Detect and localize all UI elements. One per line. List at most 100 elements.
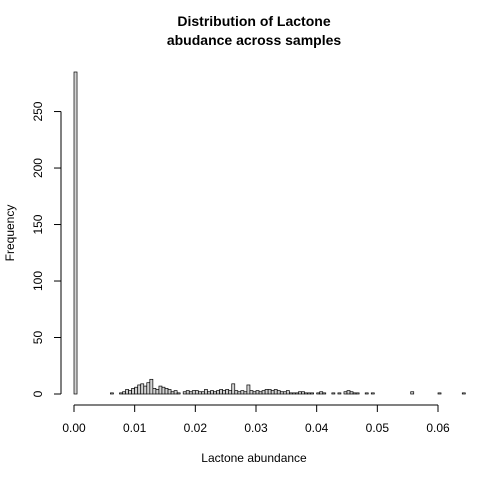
histogram-bar [331,392,336,395]
x-axis: 0.00 0.01 0.02 0.03 0.04 0.05 0.06 [62,404,450,435]
y-axis: 0 50 100 150 200 250 [31,101,62,397]
histogram-bar [273,389,278,395]
histogram-bar [243,391,248,395]
histogram-bar [213,391,217,395]
histogram-bar [149,378,154,395]
histogram-bar [237,391,242,395]
y-tick-label: 250 [31,101,45,121]
histogram-bar [137,384,142,395]
histogram-bar [316,392,321,395]
histogram-bar [170,391,175,395]
histogram-bar [234,390,239,395]
histogram-bar [337,392,342,395]
histogram-bar [246,384,251,395]
histogram-bar [292,392,296,395]
histogram-bar [152,388,157,395]
histogram-bar [252,391,257,395]
histogram-bar [219,389,223,395]
histogram-bar [198,391,202,395]
histogram-bar [343,391,348,395]
histogram-bar [267,389,272,395]
histogram-bar [298,391,302,395]
histogram-bar [285,390,290,395]
histogram-bar [322,392,327,395]
histogram-bar [255,390,260,395]
histogram-bar [201,391,205,395]
histogram-bar [261,390,266,395]
histogram-bar [131,388,136,395]
x-tick-label: 0.02 [184,421,208,435]
histogram-bar [282,391,287,395]
y-tick-label: 50 [31,331,45,345]
histogram-bar [122,391,126,395]
histogram-bar [276,390,281,395]
histogram-bar [146,382,151,395]
histogram-bar [231,383,236,395]
histogram-bar [207,391,211,395]
histogram-bar [301,391,305,395]
histogram-bar [310,392,314,395]
histogram-bar [349,391,354,395]
histogram-bar [161,386,166,395]
histogram-bar [216,390,220,395]
histogram-bar [307,392,311,395]
histogram-bar [173,390,178,395]
histogram-bar [352,392,357,395]
histogram-bar [228,390,233,395]
histogram-bar [140,383,145,395]
histogram-bar [194,390,199,395]
x-tick-label: 0.04 [305,421,329,435]
y-tick-label: 150 [31,214,45,234]
histogram-bar [182,391,187,395]
histogram-bar [346,390,351,395]
histogram-bar [176,392,181,395]
histogram-bar [279,391,284,395]
histogram-bar [128,390,132,395]
histogram-bar [210,390,214,395]
histogram-bar [188,391,193,395]
histogram-bar [249,390,254,395]
histogram-bar [185,390,190,395]
chart-title-line-2: abudance across samples [167,32,342,48]
histogram-bar [437,392,442,395]
histogram-bar [73,71,78,395]
histogram-bar [225,389,230,395]
y-axis-label: Frequency [3,205,17,262]
x-axis-label: Lactone abundance [201,451,307,465]
histogram-bar [119,392,123,395]
histogram-bar [370,392,375,395]
histogram-bar [289,392,293,395]
y-tick-label: 0 [31,390,45,397]
histogram-bar [461,392,466,395]
histogram-bar [364,392,369,395]
x-tick-label: 0.03 [244,421,268,435]
histogram-bar [191,390,196,395]
histogram-bar [240,390,245,395]
histogram-bar [158,385,163,395]
histogram-bar [355,392,360,395]
histogram-bar [264,389,269,395]
histogram-bars [73,71,466,395]
y-tick-label: 100 [31,271,45,291]
x-tick-label: 0.00 [62,421,86,435]
x-tick-label: 0.06 [426,421,450,435]
histogram-bar [304,392,308,395]
histogram-bar [410,391,415,395]
histogram-bar [110,392,114,395]
histogram-bar [319,391,324,395]
histogram-bar [143,385,148,395]
histogram-bar [222,390,227,395]
chart-title-line-1: Distribution of Lactone [177,13,330,29]
histogram-bar [125,389,129,395]
y-tick-label: 200 [31,158,45,178]
histogram-bar [295,392,299,395]
histogram-bar [258,391,263,395]
x-tick-label: 0.05 [366,421,390,435]
histogram-bar [270,390,275,395]
histogram-bar [204,389,208,395]
histogram-bar [164,388,169,395]
histogram-bar [155,389,160,395]
x-tick-label: 0.01 [123,421,147,435]
histogram-bar [167,389,172,395]
